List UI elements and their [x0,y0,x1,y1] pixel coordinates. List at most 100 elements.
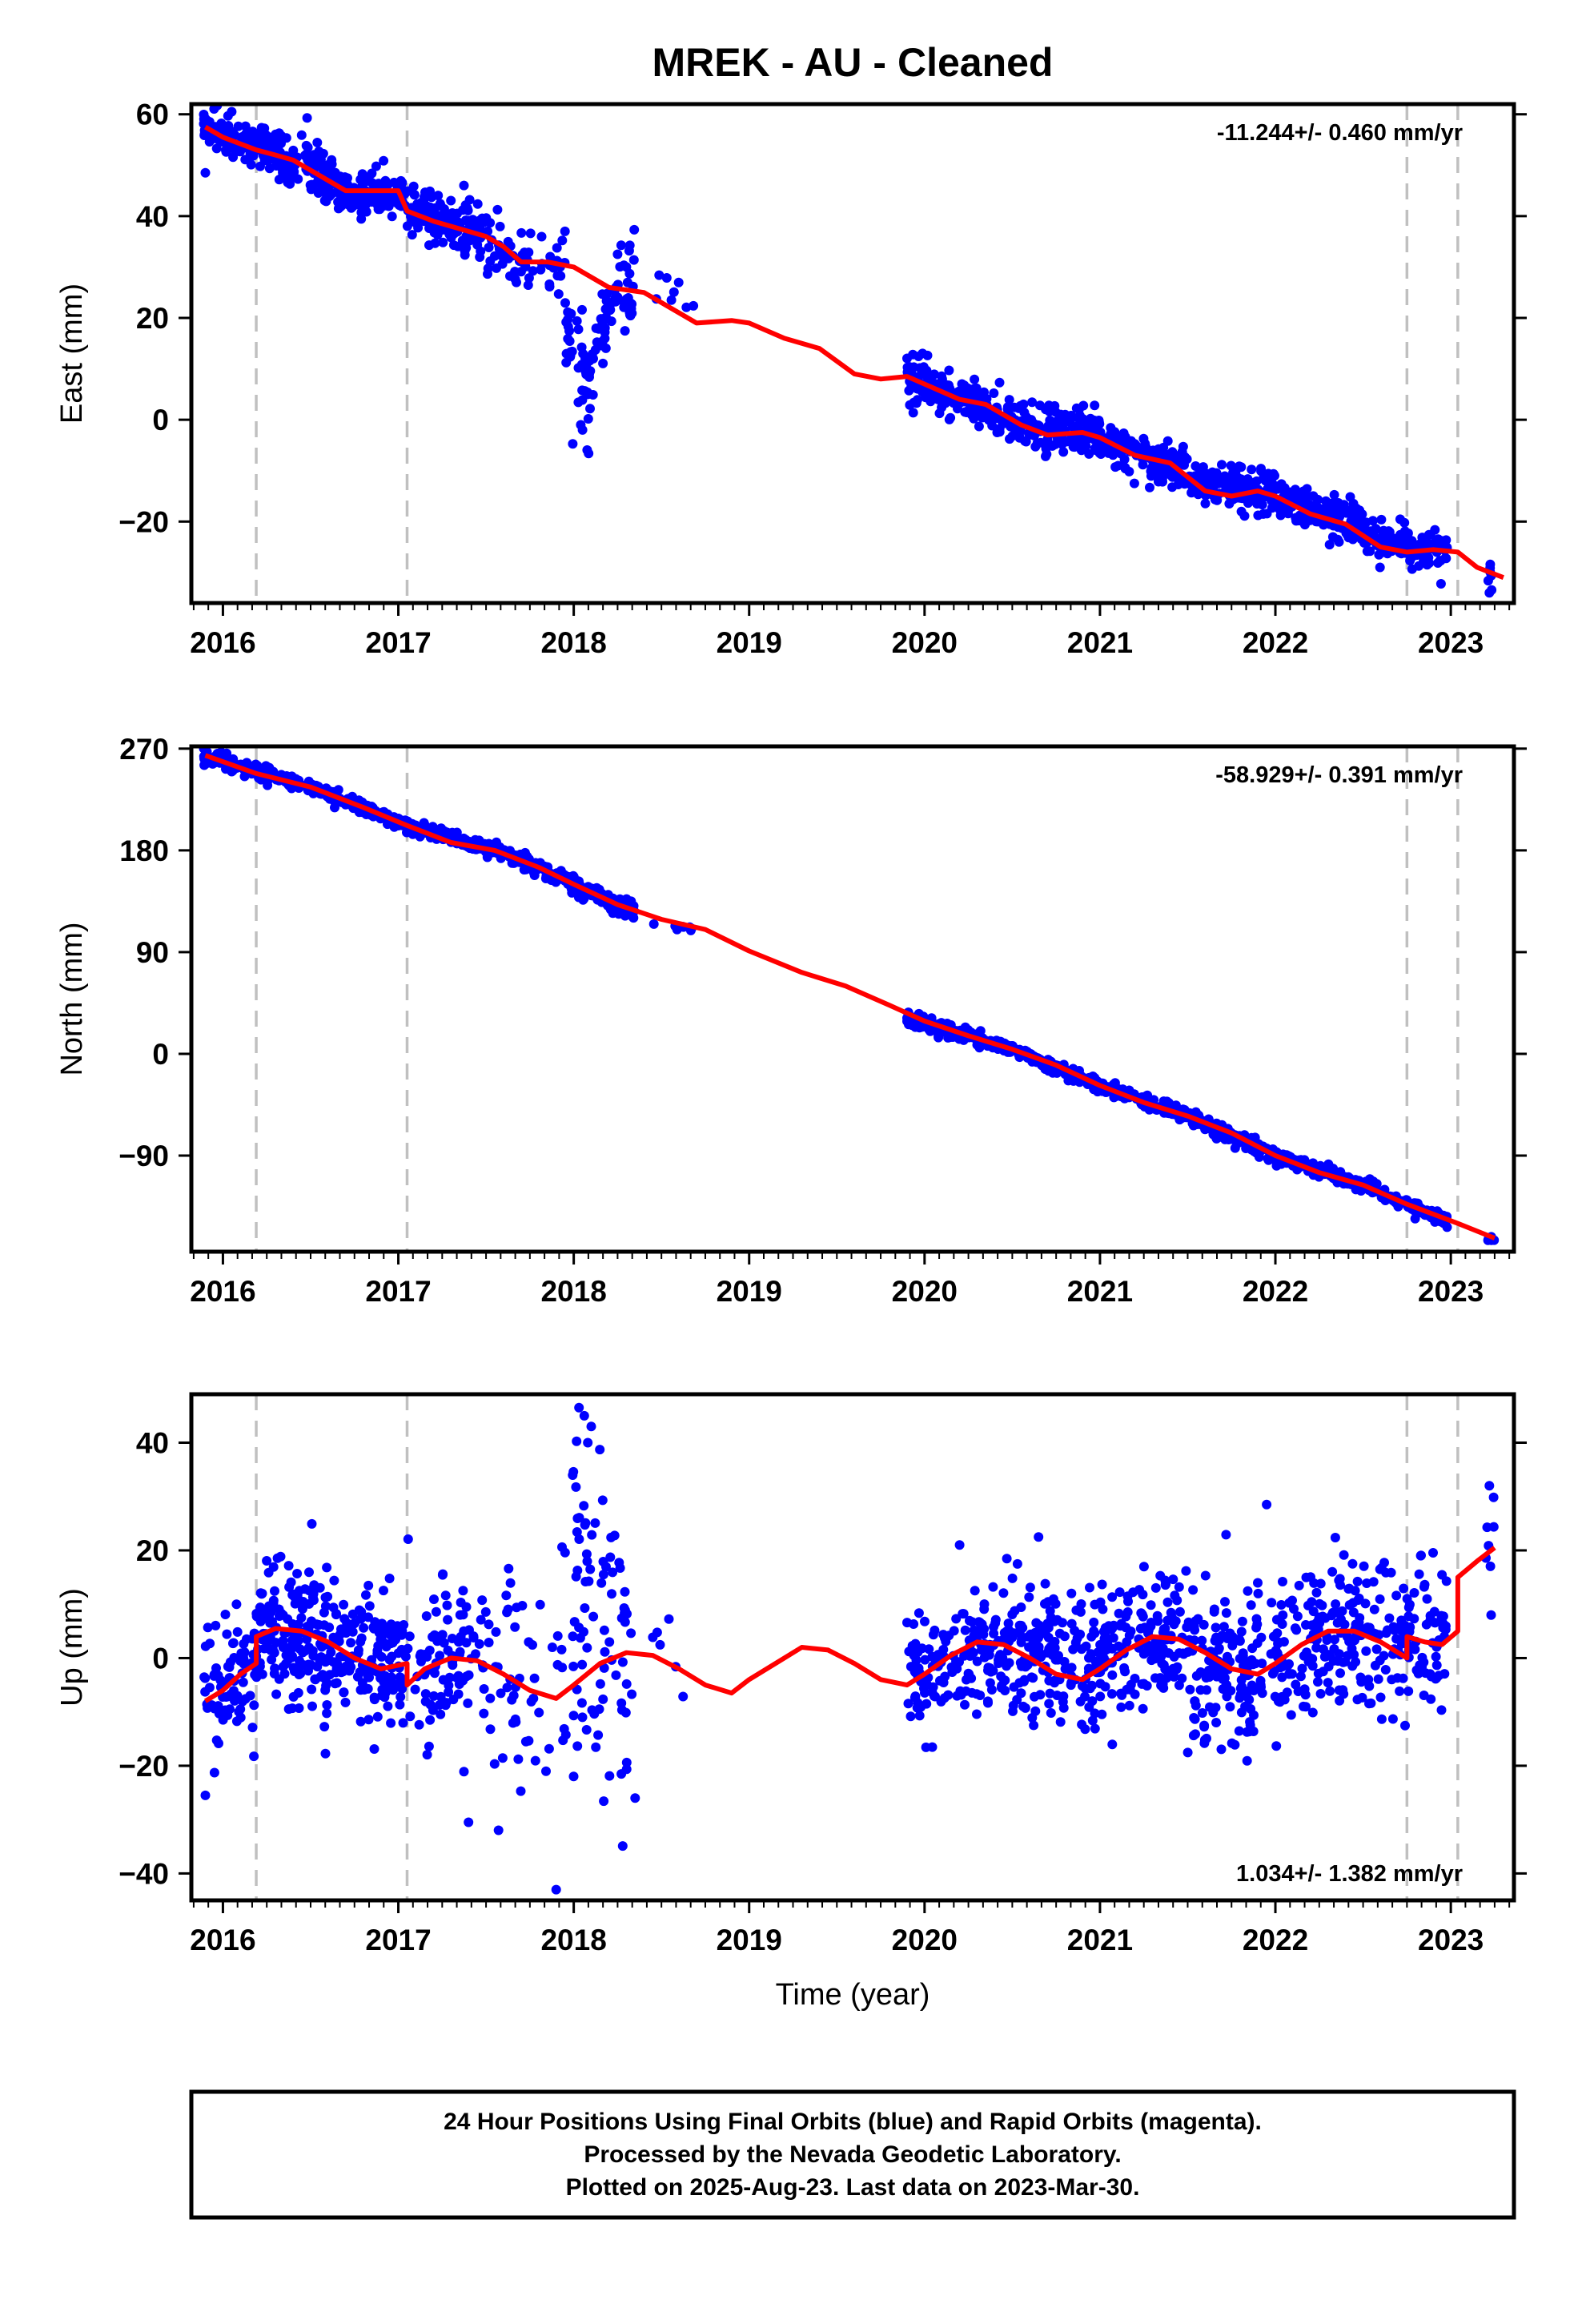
data-point [1170,1590,1180,1601]
data-point [319,1722,330,1732]
data-point [985,1678,995,1688]
data-point [1188,1731,1199,1741]
data-point [1120,463,1130,472]
data-point [574,1534,584,1544]
data-point [304,1567,314,1578]
x-tick-label: 2016 [190,626,255,659]
data-point [1267,1598,1277,1608]
data-point [315,1656,325,1667]
data-point [1245,1717,1255,1727]
data-point [303,143,313,152]
data-point [584,368,595,379]
data-point [678,1691,689,1702]
data-point [359,1622,369,1633]
data-point [1119,454,1130,464]
data-point [908,408,918,418]
data-point [1135,1623,1146,1634]
data-point [355,1716,366,1727]
data-point [476,1614,486,1625]
data-point [585,1564,596,1574]
data-point [238,1677,248,1687]
data-point [572,1527,582,1537]
data-point [1167,482,1178,493]
data-point [576,1698,587,1708]
data-point [595,1679,605,1689]
data-point [483,269,492,279]
data-point [1359,1561,1369,1571]
data-point [1085,1582,1094,1593]
data-point [1307,1654,1318,1664]
data-point [215,121,226,131]
data-point [1181,1566,1191,1576]
data-point [482,852,492,862]
data-point [1441,1576,1452,1586]
data-point [1488,1522,1499,1532]
data-point [616,1705,627,1715]
data-point [472,239,483,250]
data-point [579,1626,588,1637]
data-point [627,1689,637,1699]
data-point [1098,1604,1108,1614]
data-point [1276,1600,1287,1610]
data-point [585,404,595,414]
model-curve [204,753,1496,1240]
data-point [597,1495,608,1506]
data-point [203,1622,213,1633]
data-point [303,1621,312,1631]
data-point [386,1718,396,1728]
data-point [1403,1602,1414,1613]
data-point [1231,475,1240,485]
data-point [596,314,606,324]
data-point [1095,1691,1106,1702]
data-point [303,155,313,165]
data-point [577,304,587,315]
data-point [1198,462,1208,472]
data-point [461,1638,472,1648]
data-point [1095,1639,1106,1650]
data-point [1248,1659,1258,1670]
y-tick-label: 0 [152,404,169,436]
data-point [1430,525,1440,535]
data-point [962,388,972,399]
data-point [1090,400,1100,411]
data-point [443,1645,453,1655]
data-point [1431,1660,1442,1671]
data-point [200,1641,211,1651]
data-point [534,1707,544,1718]
x-tick-label: 2017 [365,626,431,659]
data-point [479,1708,489,1719]
data-point [1166,470,1176,480]
data-point [1237,1616,1247,1626]
data-point [1022,1660,1033,1671]
data-point [1325,1686,1335,1696]
data-point [326,167,335,178]
data-point [199,114,209,124]
data-point [297,1604,307,1614]
data-point [1247,1643,1258,1654]
data-point [1327,1566,1338,1577]
data-point [1199,1722,1210,1732]
data-point [1436,1705,1447,1715]
data-point [1220,1597,1230,1607]
x-tick-label: 2022 [1243,626,1308,659]
data-point [987,420,998,431]
data-point [909,1646,920,1656]
data-point [579,894,589,904]
data-point [1323,1678,1333,1688]
data-point [591,323,601,333]
data-point [1044,400,1054,411]
data-point [1236,506,1247,517]
data-point [989,1628,999,1638]
data-point [1344,506,1355,517]
data-point [560,298,570,308]
data-point [654,270,665,280]
data-point [996,1671,1006,1682]
data-point [1303,1600,1313,1610]
data-point [1373,1674,1383,1684]
data-point [398,1718,408,1728]
data-point [425,202,436,212]
rate-annotation: -58.929+/- 0.391 mm/yr [1215,762,1463,788]
data-point [1040,1598,1050,1609]
y-tick-label: 20 [136,302,169,335]
